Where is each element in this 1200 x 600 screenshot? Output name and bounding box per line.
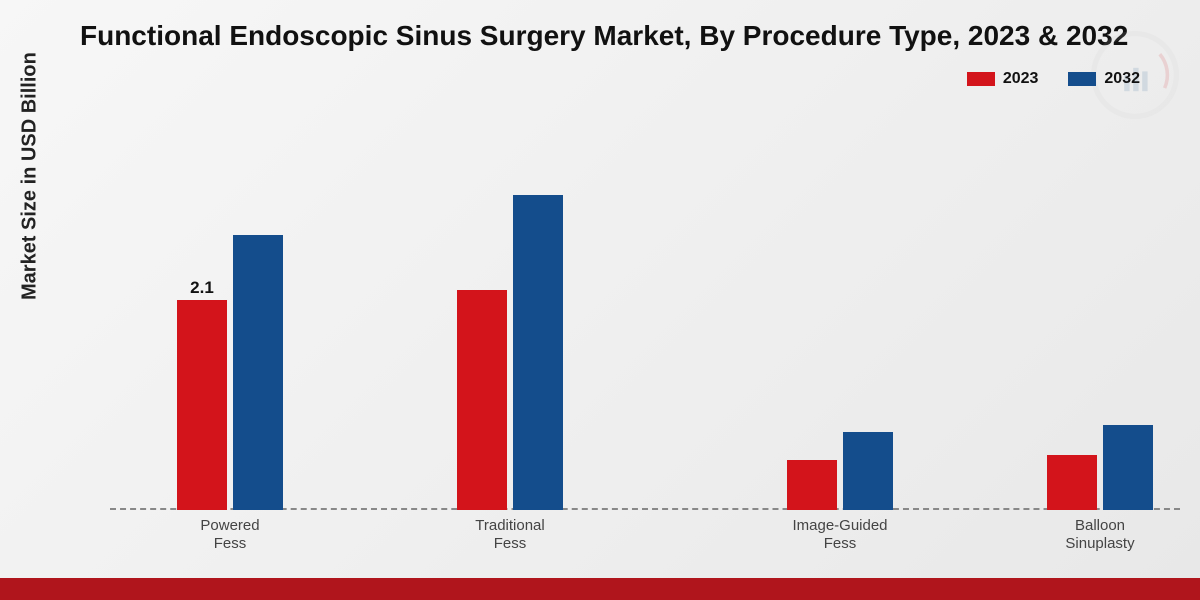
legend-item-2032: 2032: [1068, 70, 1140, 88]
chart-title: Functional Endoscopic Sinus Surgery Mark…: [80, 20, 1200, 52]
y-axis-label: Market Size in USD Billion: [19, 52, 42, 300]
bar-2023-3: [1047, 455, 1097, 510]
x-label-1: Traditional Fess: [440, 517, 580, 553]
legend-label-2023: 2023: [1003, 70, 1039, 88]
legend-swatch-2032: [1068, 72, 1096, 86]
x-label-0-line1: Powered: [200, 517, 259, 534]
x-label-2: Image-Guided Fess: [770, 517, 910, 553]
bar-group-2: [787, 432, 893, 510]
legend-swatch-2023: [967, 72, 995, 86]
bar-2023-0: 2.1: [177, 300, 227, 510]
legend: 2023 2032: [967, 70, 1140, 88]
x-axis-labels: Powered Fess Traditional Fess Image-Guid…: [110, 517, 1180, 567]
bar-2032-3: [1103, 425, 1153, 510]
bar-2023-2: [787, 460, 837, 510]
bar-group-0: 2.1: [177, 235, 283, 510]
legend-label-2032: 2032: [1104, 70, 1140, 88]
x-label-1-line2: Fess: [494, 535, 527, 552]
legend-item-2023: 2023: [967, 70, 1039, 88]
bar-group-1: [457, 195, 563, 510]
footer-stripe: [0, 578, 1200, 600]
x-label-3-line1: Balloon: [1075, 517, 1125, 534]
x-label-0: Powered Fess: [160, 517, 300, 553]
x-label-2-line1: Image-Guided: [792, 517, 887, 534]
bar-2032-2: [843, 432, 893, 510]
bar-2032-1: [513, 195, 563, 510]
bar-2023-1: [457, 290, 507, 510]
x-label-3-line2: Sinuplasty: [1065, 535, 1134, 552]
x-label-2-line2: Fess: [824, 535, 857, 552]
bar-2032-0: [233, 235, 283, 510]
x-label-3: Balloon Sinuplasty: [1030, 517, 1170, 553]
x-label-1-line1: Traditional: [475, 517, 544, 534]
x-label-0-line2: Fess: [214, 535, 247, 552]
bar-group-3: [1047, 425, 1153, 510]
plot-area: 2.1: [110, 110, 1180, 510]
bar-value-label-0: 2.1: [190, 278, 214, 298]
